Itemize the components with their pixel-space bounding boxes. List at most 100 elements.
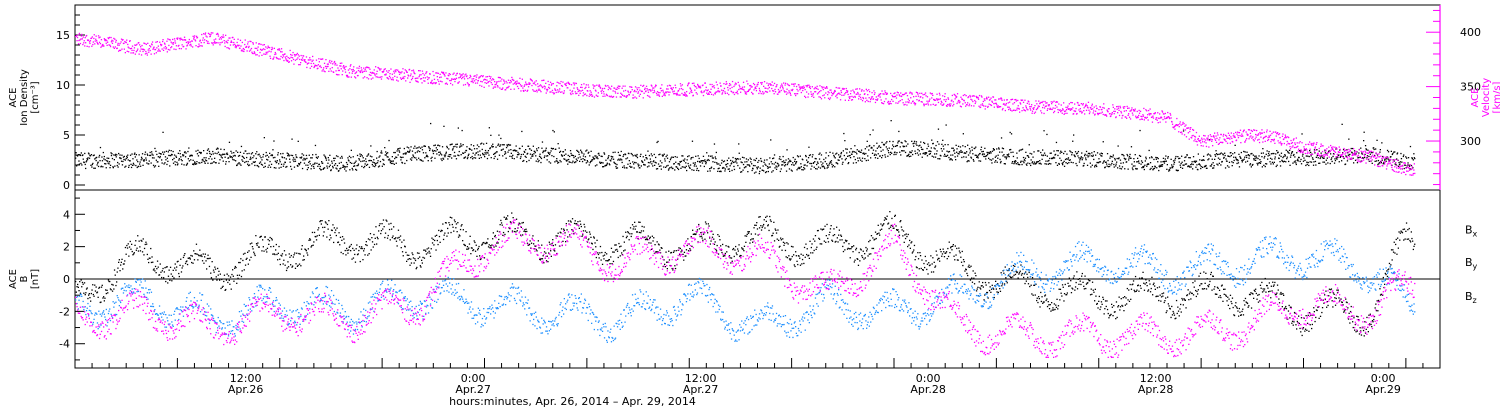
density-point: [1195, 160, 1198, 162]
density-point: [906, 155, 909, 157]
density-point: [623, 167, 626, 169]
density-axis-title: ACE Ion Density [cm⁻³]: [8, 69, 41, 126]
density-point: [492, 146, 494, 148]
density-point: [714, 156, 716, 158]
velocity-point: [367, 66, 369, 69]
density-point: [1310, 151, 1312, 154]
velocity-point: [594, 89, 597, 91]
density-point: [805, 155, 807, 158]
velocity-point: [594, 85, 596, 87]
velocity-point: [457, 82, 459, 84]
density-point: [577, 157, 579, 159]
density-point: [1108, 165, 1111, 168]
velocity-point: [182, 39, 184, 41]
velocity-point: [724, 91, 726, 93]
velocity-point: [446, 77, 448, 80]
velocity-point: [919, 92, 921, 94]
velocity-point: [202, 39, 204, 41]
velocity-point: [476, 82, 479, 84]
density-point: [488, 127, 490, 129]
density-point: [473, 157, 475, 159]
velocity-point: [312, 62, 315, 65]
velocity-point: [619, 85, 621, 87]
velocity-point: [490, 76, 492, 78]
density-point: [1074, 151, 1077, 153]
density-point: [715, 151, 717, 154]
velocity-point: [275, 53, 277, 55]
density-point: [1192, 168, 1194, 170]
velocity-point: [491, 79, 493, 81]
density-point: [557, 162, 559, 164]
density-point: [86, 158, 88, 160]
velocity-point: [1031, 110, 1034, 112]
velocity-point: [645, 90, 647, 92]
density-point: [670, 157, 672, 159]
density-point: [680, 167, 682, 169]
density-point: [298, 164, 300, 166]
velocity-point: [1037, 105, 1039, 107]
density-point: [654, 164, 656, 166]
density-point: [1395, 164, 1397, 166]
density-point: [1302, 160, 1305, 162]
velocity-point: [371, 72, 373, 74]
velocity-point: [1042, 100, 1044, 103]
density-point: [536, 149, 538, 152]
density-point: [158, 152, 160, 154]
density-point: [486, 151, 488, 154]
density-point: [1130, 146, 1133, 148]
density-point: [130, 166, 133, 169]
density-point: [336, 165, 339, 167]
velocity-point: [625, 96, 628, 98]
velocity-point: [710, 88, 712, 90]
velocity-point: [210, 33, 212, 36]
velocity-point: [239, 39, 242, 41]
velocity-point: [200, 42, 202, 44]
velocity-point: [164, 45, 167, 48]
density-point: [1024, 160, 1026, 162]
density-point: [84, 163, 86, 166]
velocity-point: [1069, 108, 1071, 110]
velocity-point: [649, 96, 651, 98]
density-point: [1344, 163, 1347, 165]
density-point: [999, 151, 1001, 153]
density-point: [97, 161, 99, 163]
velocity-point: [287, 57, 289, 59]
density-point: [1008, 153, 1010, 155]
velocity-point: [535, 80, 537, 82]
density-point: [1381, 159, 1383, 161]
density-point: [729, 170, 731, 172]
density-point: [378, 156, 380, 158]
density-point: [1257, 157, 1259, 160]
density-point: [945, 124, 947, 126]
density-point: [763, 159, 766, 161]
density-point: [567, 163, 569, 165]
density-point: [321, 161, 323, 163]
density-point: [563, 158, 565, 160]
density-point: [232, 155, 234, 157]
density-point: [1236, 162, 1238, 165]
density-point: [1140, 160, 1143, 162]
velocity-point: [261, 49, 264, 51]
velocity-point: [259, 51, 261, 54]
density-point: [1331, 157, 1333, 159]
density-point: [1090, 166, 1092, 168]
velocity-point: [115, 41, 117, 43]
density-point: [1210, 165, 1212, 167]
velocity-point: [365, 70, 367, 72]
density-point: [1223, 156, 1225, 159]
density-point: [440, 153, 442, 155]
density-point: [205, 160, 208, 162]
velocity-point: [700, 91, 702, 93]
density-point: [396, 156, 398, 159]
density-point: [129, 160, 131, 162]
density-point: [1218, 153, 1220, 155]
velocity-point: [700, 90, 703, 92]
density-point: [101, 160, 104, 162]
density-point: [1205, 164, 1207, 167]
density-point: [525, 149, 527, 151]
density-point: [166, 157, 168, 159]
density-point: [1378, 161, 1381, 164]
velocity-point: [101, 45, 103, 47]
density-point: [332, 167, 334, 169]
velocity-series: [75, 32, 1416, 176]
